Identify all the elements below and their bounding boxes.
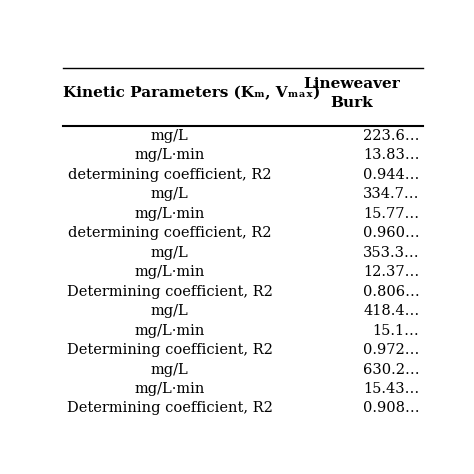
Text: 630.2…: 630.2… (363, 363, 419, 376)
Text: 0.960…: 0.960… (363, 226, 419, 240)
Text: 15.1…: 15.1… (373, 324, 419, 337)
Text: 15.43…: 15.43… (363, 382, 419, 396)
Text: mg/L·min: mg/L·min (134, 207, 205, 221)
Text: Kinetic Parameters (Kₘ, Vₘₐₓ): Kinetic Parameters (Kₘ, Vₘₐₓ) (63, 86, 320, 100)
Text: mg/L: mg/L (151, 187, 188, 201)
Text: mg/L·min: mg/L·min (134, 265, 205, 279)
Text: 15.77…: 15.77… (363, 207, 419, 221)
Text: 0.972…: 0.972… (363, 343, 419, 357)
Text: mg/L: mg/L (151, 129, 188, 143)
Text: 223.6…: 223.6… (363, 129, 419, 143)
Text: Determining coefficient, R2: Determining coefficient, R2 (66, 401, 273, 416)
Text: 12.37…: 12.37… (363, 265, 419, 279)
Text: Lineweaver
Burk: Lineweaver Burk (303, 77, 400, 109)
Text: 0.944…: 0.944… (363, 168, 419, 182)
Text: 353.3…: 353.3… (363, 246, 419, 260)
Text: 0.908…: 0.908… (363, 401, 419, 416)
Text: Determining coefficient, R2: Determining coefficient, R2 (66, 285, 273, 299)
Text: mg/L: mg/L (151, 363, 188, 376)
Text: mg/L: mg/L (151, 246, 188, 260)
Text: mg/L·min: mg/L·min (134, 324, 205, 337)
Text: Determining coefficient, R2: Determining coefficient, R2 (66, 343, 273, 357)
Text: mg/L·min: mg/L·min (134, 148, 205, 163)
Text: 0.806…: 0.806… (363, 285, 419, 299)
Text: 13.83…: 13.83… (363, 148, 419, 163)
Text: determining coefficient, R2: determining coefficient, R2 (68, 226, 271, 240)
Text: determining coefficient, R2: determining coefficient, R2 (68, 168, 271, 182)
Text: mg/L: mg/L (151, 304, 188, 318)
Text: mg/L·min: mg/L·min (134, 382, 205, 396)
Text: 418.4…: 418.4… (363, 304, 419, 318)
Text: 334.7…: 334.7… (363, 187, 419, 201)
